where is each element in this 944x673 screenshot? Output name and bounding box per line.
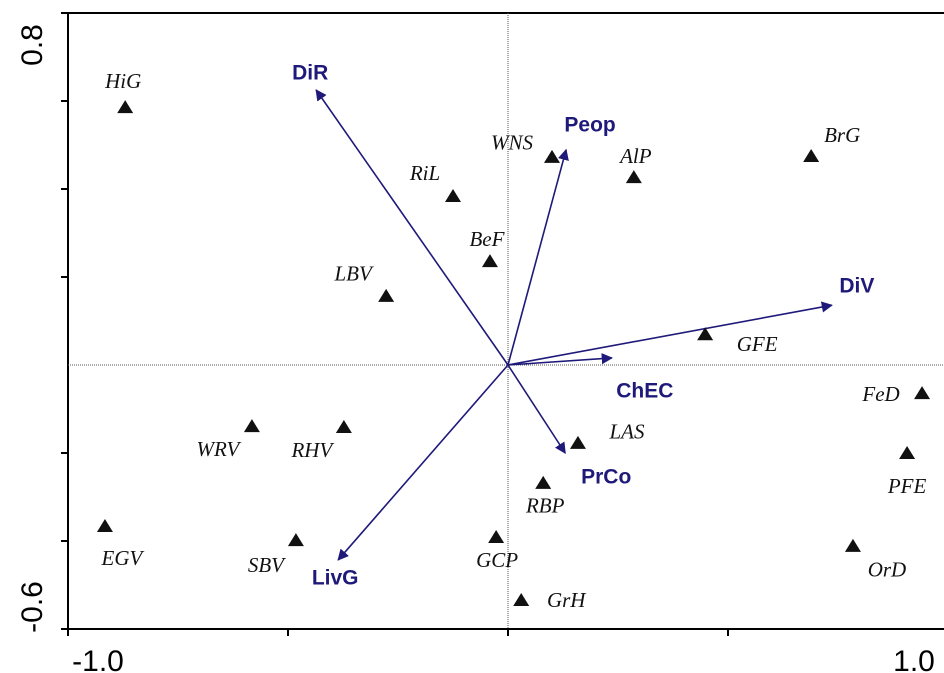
marker-point: [243, 419, 260, 433]
marker-point: [335, 420, 352, 434]
vector-label: Peop: [564, 113, 615, 136]
marker-point: [844, 538, 861, 552]
vector-arrow: [337, 364, 509, 561]
point-label: GrH: [547, 588, 587, 612]
vector-arrow: [507, 148, 569, 366]
marker-point: [914, 386, 931, 400]
vector-arrow: [315, 89, 509, 366]
vector-label: LivG: [312, 566, 359, 589]
point-label: LBV: [333, 262, 374, 286]
point-label: RBP: [525, 494, 565, 518]
point-label: WRV: [197, 437, 242, 461]
point-label: RiL: [409, 161, 440, 185]
marker-point: [625, 170, 642, 184]
marker-point: [481, 254, 498, 268]
point-label: HiG: [104, 69, 141, 93]
vector-label: ChEC: [616, 380, 673, 403]
plot-frame: [67, 12, 944, 630]
x-tick-label: -1.0: [72, 645, 124, 673]
point-label: BeF: [469, 227, 504, 251]
vector-arrow: [507, 301, 833, 366]
point-label: FeD: [861, 382, 899, 406]
point-label: GFE: [737, 332, 778, 356]
vector-arrow: [507, 364, 566, 454]
point-label: GCP: [476, 548, 518, 572]
point-label: AlP: [618, 144, 652, 168]
marker-point: [96, 519, 113, 533]
marker-point: [569, 435, 586, 449]
point-label: OrD: [868, 558, 907, 582]
point-label: RHV: [290, 438, 334, 462]
marker-point: [697, 327, 714, 341]
vector-label: PrCo: [581, 466, 631, 489]
marker-point: [378, 288, 395, 302]
marker-point: [513, 592, 530, 606]
vector-arrow: [507, 353, 613, 366]
vector-label: DiV: [839, 275, 874, 298]
marker-point: [287, 533, 304, 547]
y-tick-label: 0.8: [16, 24, 49, 66]
point-label: EGV: [101, 546, 145, 570]
point-label: WNS: [491, 131, 534, 155]
marker-point: [535, 475, 552, 489]
marker-point: [117, 100, 134, 114]
marker-point: [803, 149, 820, 162]
marker-point: [899, 446, 916, 459]
point-label: SBV: [248, 553, 286, 577]
point-label: PFE: [887, 474, 927, 498]
y-tick-label: -0.6: [16, 581, 49, 633]
vector-label: DiR: [292, 62, 328, 85]
marker-point: [445, 189, 461, 203]
point-label: BrG: [824, 123, 860, 147]
marker-point: [544, 149, 560, 163]
marker-point: [488, 530, 505, 544]
x-tick-label: 1.0: [893, 645, 935, 673]
point-label: LAS: [608, 420, 645, 444]
